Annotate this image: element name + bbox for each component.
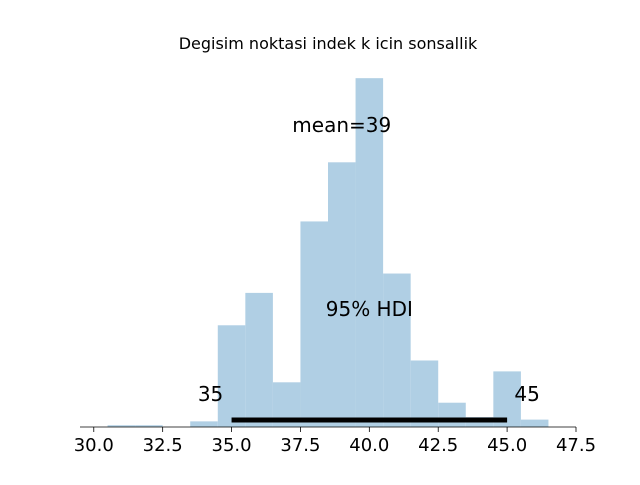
- x-tick-label: 42.5: [418, 435, 458, 456]
- histogram-bar: [355, 78, 384, 427]
- histogram-bar: [107, 425, 136, 427]
- histogram-bar: [300, 221, 328, 427]
- x-tick-label: 30.0: [74, 435, 114, 456]
- histogram-bar: [135, 425, 163, 427]
- hdi-annotations: mean=39 95% HDI 35 45: [198, 113, 540, 423]
- hdi-high-label: 45: [514, 382, 539, 406]
- x-axis: 30.0 32.5 35.0 37.5 40.0 42.5 45.0 47.5: [74, 426, 596, 456]
- histogram-bar: [410, 360, 439, 427]
- hdi-low-label: 35: [198, 382, 223, 406]
- hdi-label: 95% HDI: [326, 297, 413, 321]
- histogram-bar: [190, 421, 218, 427]
- histogram-bar: [520, 419, 549, 427]
- histogram-bars: [107, 78, 549, 427]
- x-tick-label: 47.5: [556, 435, 596, 456]
- histogram-bar: [438, 402, 466, 427]
- mean-label: mean=39: [292, 113, 391, 137]
- x-tick-label: 37.5: [280, 435, 320, 456]
- chart-title: Degisim noktasi indek k icin sonsallik: [179, 34, 478, 53]
- x-tick-label: 40.0: [349, 435, 389, 456]
- histogram-bar: [245, 292, 273, 427]
- histogram-bar: [217, 325, 246, 427]
- x-tick-label: 32.5: [143, 435, 183, 456]
- histogram-bar: [328, 162, 356, 427]
- x-tick-label: 45.0: [487, 435, 527, 456]
- x-tick-label: 35.0: [212, 435, 252, 456]
- histogram-bar: [383, 273, 411, 427]
